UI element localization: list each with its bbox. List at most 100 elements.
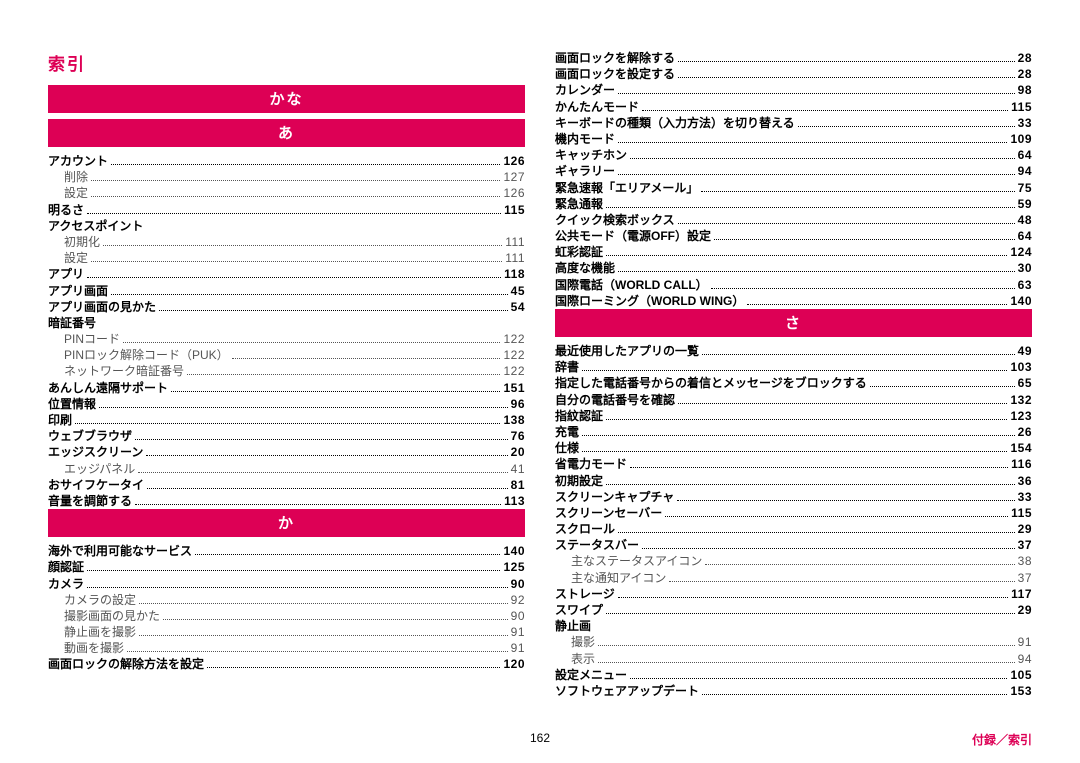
index-entry: 設定126 xyxy=(48,185,525,201)
entry-label: 位置情報 xyxy=(48,396,96,412)
entry-label: 印刷 xyxy=(48,412,72,428)
entry-label: ネットワーク暗証番号 xyxy=(48,363,184,379)
entry-label: かんたんモード xyxy=(555,99,639,115)
entry-label: カメラ xyxy=(48,576,84,592)
col-0-blocks: かなあアカウント126削除127設定126明るさ115アクセスポイント初期化11… xyxy=(48,85,525,673)
index-entry: スクリーンセーバー115 xyxy=(555,505,1032,521)
index-entry: 設定メニュー105 xyxy=(555,667,1032,683)
index-entry: アプリ画面45 xyxy=(48,283,525,299)
entry-page: 124 xyxy=(1010,244,1032,260)
index-entry: 削除127 xyxy=(48,169,525,185)
entry-page: 115 xyxy=(504,202,525,218)
entry-label: アクセスポイント xyxy=(48,218,143,234)
index-entry: エッジスクリーン20 xyxy=(48,444,525,460)
leader-dots xyxy=(91,261,502,262)
index-entry: 緊急速報「エリアメール」75 xyxy=(555,180,1032,196)
entry-label: 緊急通報 xyxy=(555,196,603,212)
index-entry: クイック検索ボックス48 xyxy=(555,212,1032,228)
leader-dots xyxy=(598,662,1015,663)
leader-dots xyxy=(582,370,1007,371)
entry-label: 虹彩認証 xyxy=(555,244,603,260)
entry-page: 140 xyxy=(1010,293,1032,309)
index-entry: スクロール29 xyxy=(555,521,1032,537)
leader-dots xyxy=(135,439,508,440)
entry-page: 28 xyxy=(1018,50,1032,66)
entry-label: 省電力モード xyxy=(555,456,627,472)
entry-label: 主な通知アイコン xyxy=(555,570,666,586)
leader-dots xyxy=(798,126,1015,127)
entry-label: スクロール xyxy=(555,521,615,537)
entry-page: 109 xyxy=(1010,131,1032,147)
entry-label: エッジパネル xyxy=(48,461,135,477)
index-entry: カメラの設定92 xyxy=(48,592,525,608)
index-entry: 画面ロックの解除方法を設定 120 xyxy=(48,656,525,672)
leader-dots xyxy=(618,93,1015,94)
entry-page: 91 xyxy=(511,624,525,640)
index-entry: PINロック解除コード（PUK） 122 xyxy=(48,347,525,363)
index-entry: スクリーンキャプチャ33 xyxy=(555,489,1032,505)
leader-dots xyxy=(91,180,500,181)
entry-page: 122 xyxy=(503,331,525,347)
index-entry: 印刷138 xyxy=(48,412,525,428)
entry-page: 126 xyxy=(503,185,525,201)
entry-page: 116 xyxy=(1011,456,1032,472)
entry-label: 画面ロックの解除方法を設定 xyxy=(48,656,204,672)
entry-label: 撮影 xyxy=(555,634,595,650)
entry-label: 海外で利用可能なサービス xyxy=(48,543,192,559)
entry-page: 65 xyxy=(1018,375,1032,391)
leader-dots xyxy=(870,386,1015,387)
index-entry: ストレージ117 xyxy=(555,586,1032,602)
index-entry: アカウント126 xyxy=(48,153,525,169)
entry-label: 画面ロックを解除する xyxy=(555,50,675,66)
entry-label: 初期設定 xyxy=(555,473,603,489)
entry-page: 105 xyxy=(1010,667,1032,683)
entry-label: PINコード xyxy=(48,331,120,347)
entry-label: 主なステータスアイコン xyxy=(555,553,702,569)
entry-page: 33 xyxy=(1018,115,1032,131)
leader-dots xyxy=(618,142,1007,143)
entry-label: ウェブブラウザ xyxy=(48,428,132,444)
index-entry: 省電力モード 116 xyxy=(555,456,1032,472)
leader-dots xyxy=(91,196,500,197)
entry-page: 122 xyxy=(503,347,525,363)
leader-dots xyxy=(606,613,1015,614)
entry-page: 120 xyxy=(503,656,525,672)
entry-page: 103 xyxy=(1010,359,1032,375)
entry-label: 動画を撮影 xyxy=(48,640,124,656)
entry-label: PINロック解除コード（PUK） xyxy=(48,347,229,363)
index-entry: 顔認証125 xyxy=(48,559,525,575)
entry-page: 33 xyxy=(1018,489,1032,505)
entry-label: アカウント xyxy=(48,153,108,169)
index-entry: 充電26 xyxy=(555,424,1032,440)
index-entry: カメラ 90 xyxy=(48,576,525,592)
entry-page: 92 xyxy=(511,592,525,608)
leader-dots xyxy=(678,403,1007,404)
entry-page: 37 xyxy=(1018,537,1032,553)
entry-page: 63 xyxy=(1018,277,1032,293)
index-entry: 指紋認証123 xyxy=(555,408,1032,424)
entry-page: 64 xyxy=(1018,228,1032,244)
index-entry: 明るさ115 xyxy=(48,202,525,218)
col-1-blocks: 画面ロックを解除する28画面ロックを設定する28カレンダー98かんたんモード11… xyxy=(555,50,1032,699)
entry-page: 91 xyxy=(511,640,525,656)
leader-dots xyxy=(103,245,502,246)
leader-dots xyxy=(701,191,1014,192)
entry-page: 76 xyxy=(511,428,525,444)
entry-page: 98 xyxy=(1018,82,1032,98)
index-entry: あんしん遠隔サポート151 xyxy=(48,380,525,396)
entry-page: 90 xyxy=(511,576,525,592)
index-entry: ステータスバー37 xyxy=(555,537,1032,553)
index-entry: カレンダー98 xyxy=(555,82,1032,98)
entry-label: 設定 xyxy=(48,250,88,266)
entry-page: 122 xyxy=(503,363,525,379)
page-number: 162 xyxy=(530,731,550,745)
section-heading: かな xyxy=(48,85,525,113)
index-entry: 撮影91 xyxy=(555,634,1032,650)
index-entry: 設定111 xyxy=(48,250,525,266)
leader-dots xyxy=(630,678,1007,679)
index-entry: ソフトウェアアップデート153 xyxy=(555,683,1032,699)
entry-page: 115 xyxy=(1011,505,1032,521)
index-entry: アクセスポイント xyxy=(48,218,525,234)
leader-dots xyxy=(669,581,1014,582)
index-entry: 海外で利用可能なサービス140 xyxy=(48,543,525,559)
